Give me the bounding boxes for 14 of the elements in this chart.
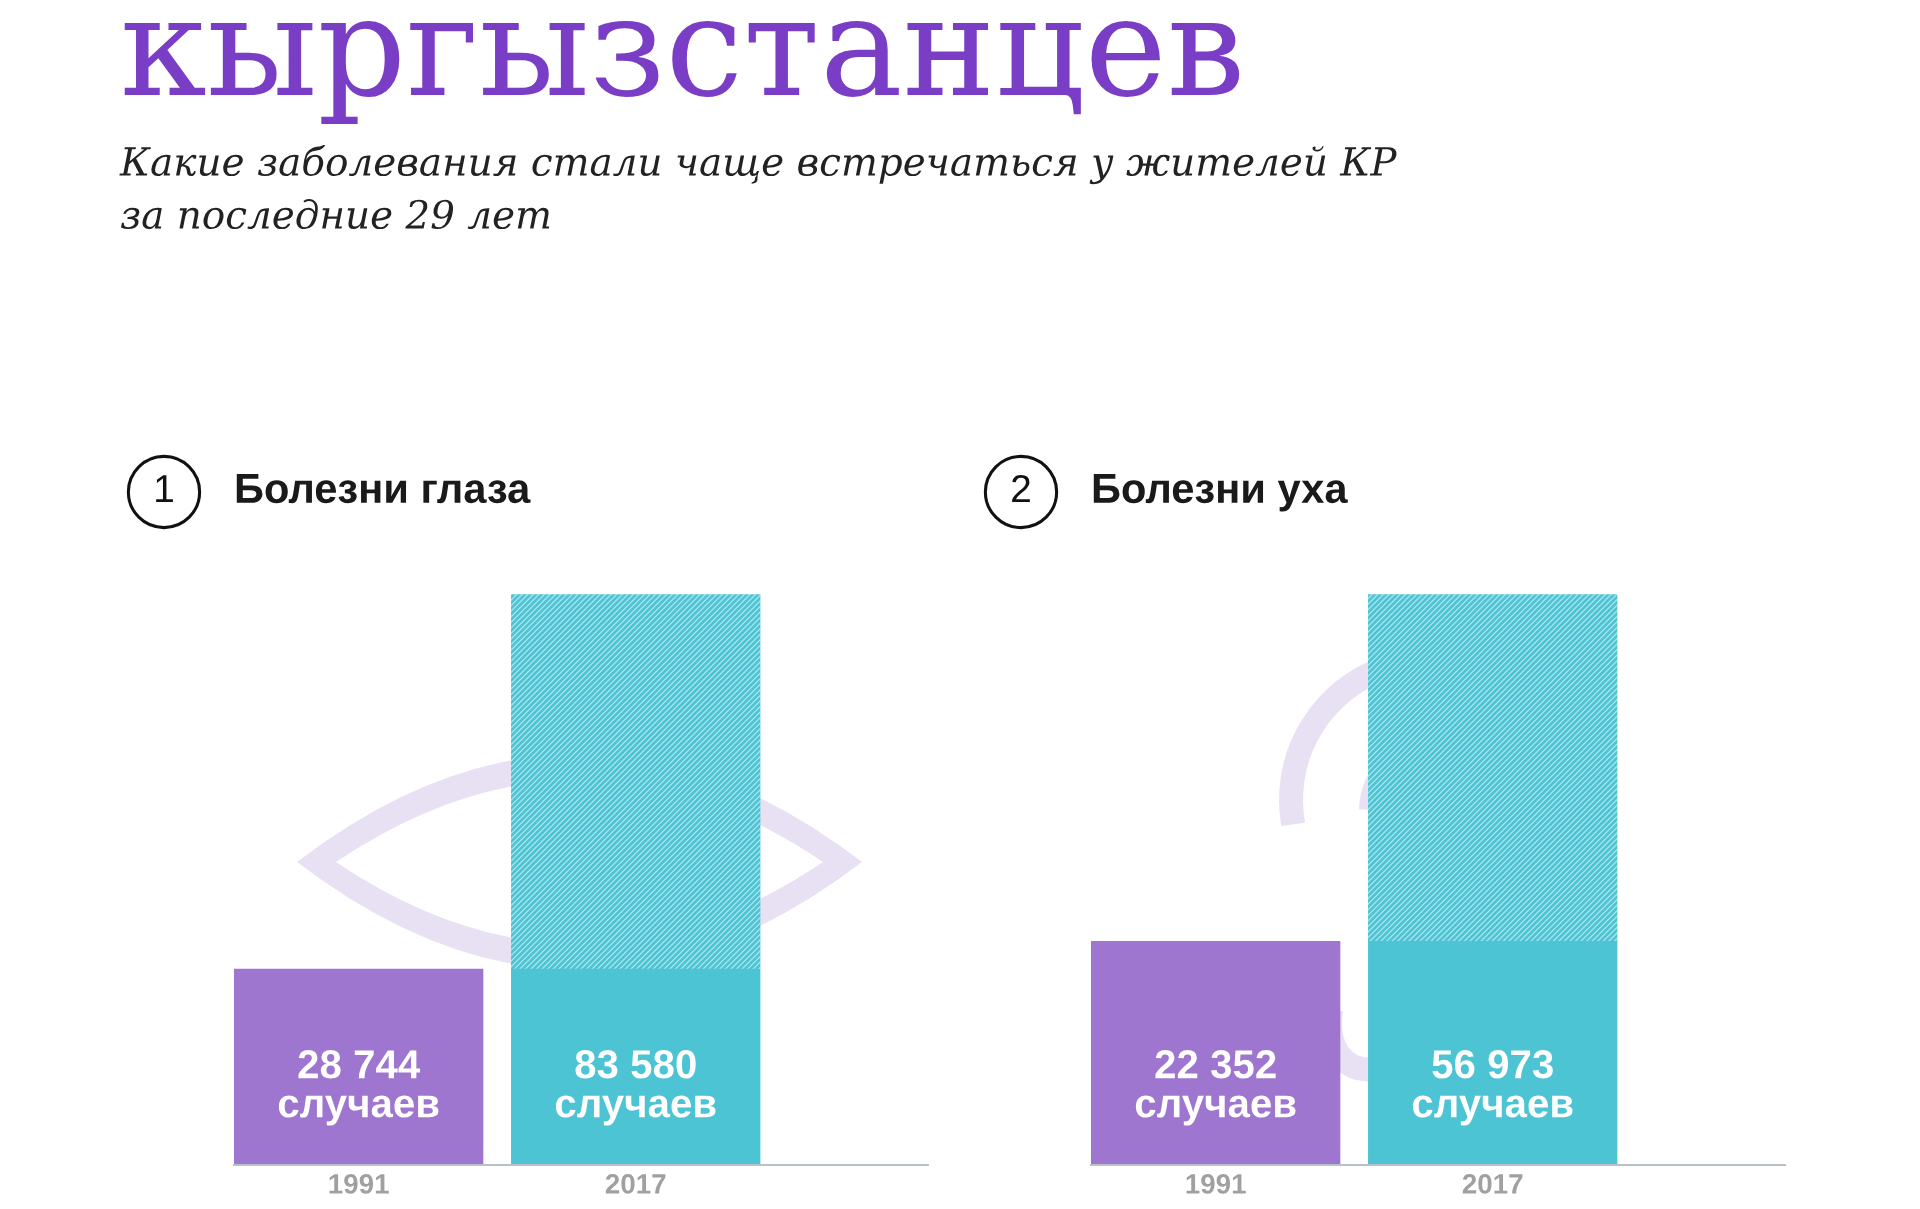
data-label: 56 973 случаев — [1412, 1050, 1573, 1126]
data-label: 83 580 случаев — [555, 1050, 716, 1126]
data-label: 22 352 случаев — [1135, 1050, 1296, 1126]
text: 1 — [156, 475, 173, 503]
text: 2 — [1012, 474, 1030, 503]
x-tick-label: 2017 — [605, 1174, 666, 1194]
x-tick-label: 1991 — [329, 1174, 389, 1194]
x-tick-label: 2017 — [1462, 1174, 1523, 1194]
text: кыргызстанцев — [124, 20, 1240, 124]
text: Какие заболевания стали чаще встречаться у жителей КР за последние 29 лет — [119, 145, 1397, 230]
data-label: 28 744 случаев — [278, 1050, 439, 1126]
x-tick-label: 1991 — [1186, 1174, 1246, 1194]
chart-title: Болезни глаза — [236, 474, 531, 504]
chart-title: Болезни уха — [1093, 474, 1348, 512]
